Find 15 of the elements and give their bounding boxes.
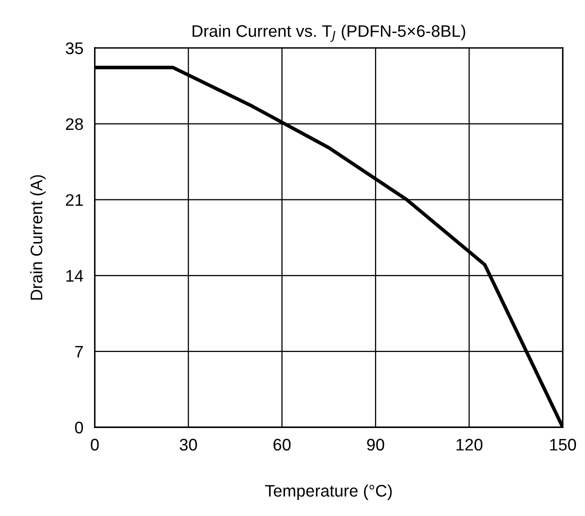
x-tick-label: 0 xyxy=(90,438,99,451)
y-axis-title: Drain Current (A) xyxy=(30,175,46,300)
x-tick-label: 150 xyxy=(550,438,576,451)
x-axis-title: Temperature (°C) xyxy=(265,484,392,500)
x-tick-label: 60 xyxy=(274,438,291,451)
y-tick-label: 35 xyxy=(66,42,83,54)
y-tick-label: 0 xyxy=(75,422,84,434)
y-tick-label: 28 xyxy=(66,118,83,130)
y-tick-label: 7 xyxy=(75,346,83,358)
x-tick-label: 120 xyxy=(456,438,482,451)
chart-title: Drain Current vs. T$_{J}$ (PDFN-5×6-8BL) xyxy=(192,24,466,42)
x-tick-label: 90 xyxy=(367,438,384,451)
x-tick-label: 30 xyxy=(180,438,197,451)
y-tick-label: 21 xyxy=(66,194,83,206)
y-tick-label: 14 xyxy=(66,270,84,282)
